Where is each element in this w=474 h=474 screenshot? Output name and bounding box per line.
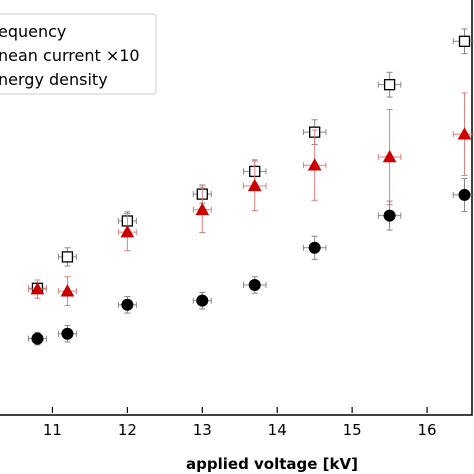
legend-label-0: equency [0,22,66,41]
data-point-triangle [30,282,45,295]
data-point-triangle [60,284,75,297]
data-point-square [383,79,396,91]
legend: equency nean current ×10 nergy density [0,13,157,95]
x-tick-label-3: 14 [268,421,287,439]
x-tick-label-1: 12 [118,421,137,439]
x-tick-label-5: 16 [418,421,437,439]
series-2 [27,177,474,346]
data-point-circle [31,332,44,345]
data-point-circle [383,209,396,222]
x-tick-label-2: 13 [193,421,212,439]
x-tick-label-4: 15 [343,421,362,439]
x-axis-ticks: 11 12 13 14 15 16 [43,407,437,439]
plot-frame [0,0,473,416]
data-point-triangle [195,202,210,216]
series-1 [27,92,474,307]
x-axis-title: applied voltage [kV] [186,455,358,473]
data-point-triangle [307,158,322,171]
data-point-square [458,35,471,47]
data-point-triangle [120,225,135,238]
data-point-circle [61,327,74,340]
legend-label-1: nean current ×10 [0,46,140,65]
data-point-circle [196,294,209,307]
data-point-circle [458,188,471,201]
series-layer [27,28,474,346]
data-point-triangle [457,127,472,140]
legend-label-2: nergy density [0,70,108,89]
data-point-circle [121,298,134,311]
data-point-triangle [247,178,262,192]
data-point-triangle [382,149,397,163]
data-point-square [61,251,74,263]
x-tick-label-0: 11 [43,421,62,439]
legend-box [0,13,157,95]
data-point-circle [308,241,321,254]
data-point-circle [248,278,261,291]
